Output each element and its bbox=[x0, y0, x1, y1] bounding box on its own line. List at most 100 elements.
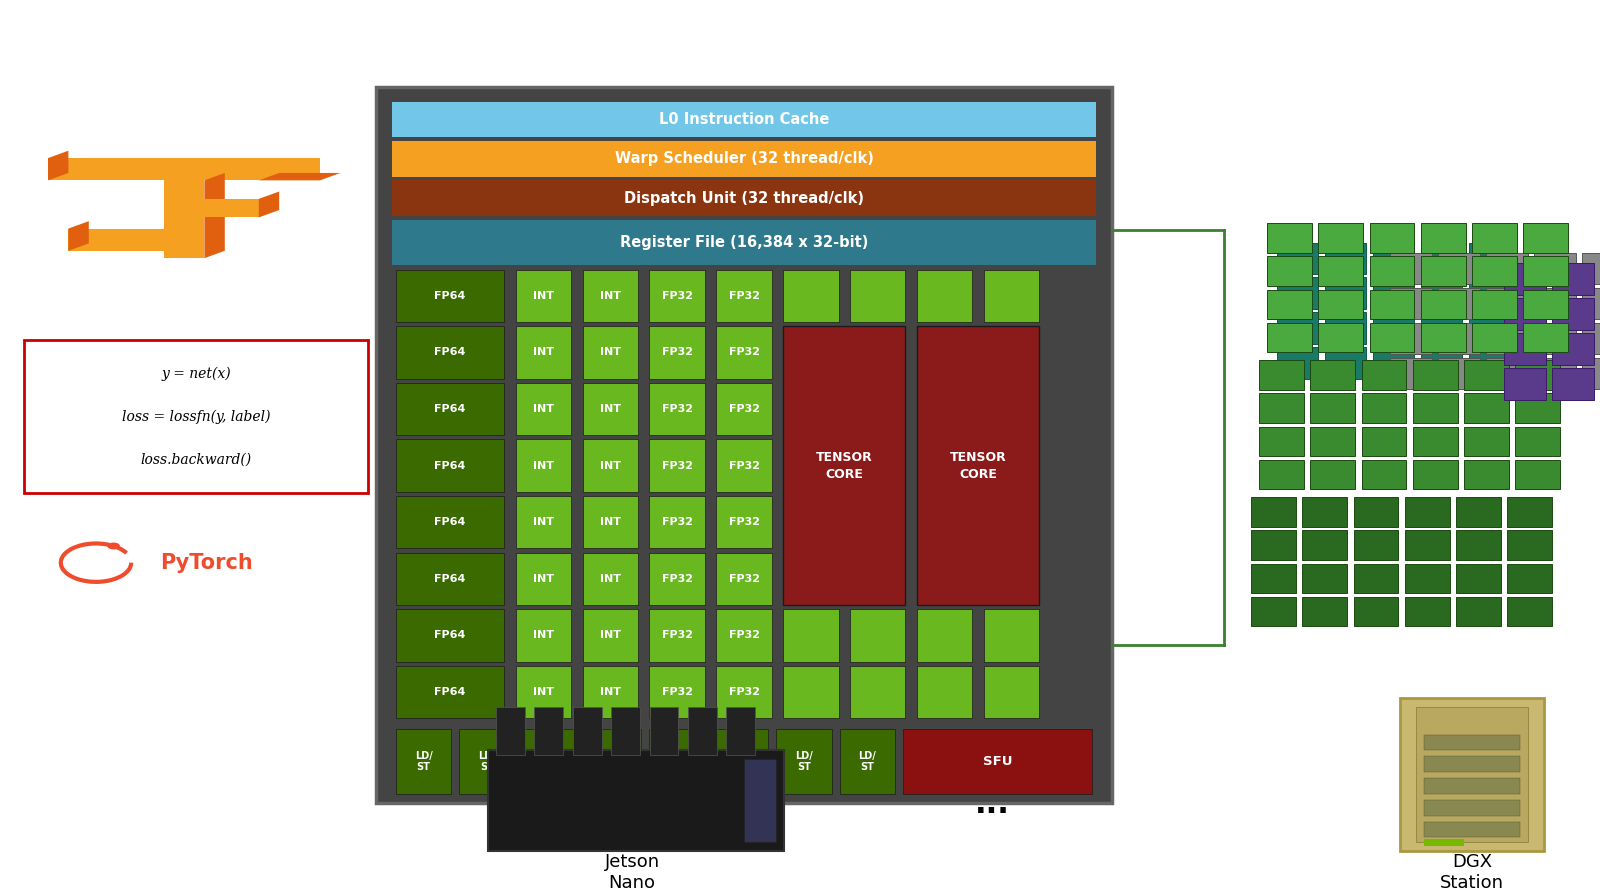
Bar bbox=[717, 609, 771, 661]
Bar bbox=[1390, 358, 1432, 389]
Bar bbox=[1504, 368, 1546, 400]
Text: LD/
ST: LD/ ST bbox=[541, 751, 560, 772]
Bar bbox=[1421, 256, 1466, 286]
Text: FP32: FP32 bbox=[662, 404, 693, 414]
Bar bbox=[582, 270, 638, 322]
Text: INT: INT bbox=[533, 687, 554, 697]
Bar bbox=[397, 666, 504, 718]
Bar bbox=[1354, 530, 1398, 560]
Bar bbox=[1302, 597, 1347, 626]
Bar bbox=[1515, 426, 1560, 456]
Bar bbox=[397, 553, 504, 605]
Text: FP32: FP32 bbox=[728, 404, 760, 414]
Bar bbox=[917, 326, 1040, 605]
Bar bbox=[1472, 289, 1517, 319]
Bar bbox=[650, 383, 704, 435]
Bar bbox=[1523, 289, 1568, 319]
Text: INT: INT bbox=[533, 461, 554, 470]
Bar bbox=[717, 383, 771, 435]
Bar bbox=[1507, 564, 1552, 593]
Bar bbox=[1523, 223, 1568, 253]
Bar bbox=[376, 87, 1112, 803]
Bar bbox=[1421, 289, 1466, 319]
Bar bbox=[1515, 360, 1560, 390]
Text: FP32: FP32 bbox=[662, 291, 693, 301]
Text: TENSOR
CORE: TENSOR CORE bbox=[816, 451, 872, 480]
FancyBboxPatch shape bbox=[24, 340, 368, 493]
Polygon shape bbox=[205, 173, 224, 258]
Text: FP32: FP32 bbox=[728, 517, 760, 527]
Bar bbox=[850, 326, 906, 378]
Bar bbox=[1373, 243, 1414, 274]
Bar bbox=[917, 496, 973, 548]
Bar bbox=[1438, 358, 1480, 389]
Text: loss.backward(): loss.backward() bbox=[141, 452, 251, 466]
Polygon shape bbox=[69, 228, 163, 251]
Bar bbox=[1390, 288, 1432, 319]
Bar bbox=[1534, 288, 1576, 319]
Text: FP32: FP32 bbox=[662, 687, 693, 697]
Bar bbox=[1469, 243, 1510, 274]
Bar bbox=[984, 270, 1040, 322]
Bar bbox=[840, 728, 894, 795]
Bar bbox=[984, 383, 1040, 435]
Bar bbox=[1405, 597, 1450, 626]
Text: FP32: FP32 bbox=[728, 461, 760, 470]
Bar bbox=[1504, 298, 1546, 330]
Text: FP64: FP64 bbox=[434, 573, 466, 584]
Bar bbox=[1354, 497, 1398, 527]
Bar bbox=[1507, 597, 1552, 626]
Text: LD/
ST: LD/ ST bbox=[795, 751, 813, 772]
Polygon shape bbox=[69, 221, 90, 251]
Bar bbox=[776, 728, 832, 795]
Bar bbox=[917, 270, 973, 322]
Bar bbox=[1552, 368, 1594, 400]
Text: Dispatch Unit (32 thread/clk): Dispatch Unit (32 thread/clk) bbox=[624, 191, 864, 205]
Bar bbox=[784, 553, 838, 605]
Bar bbox=[1277, 313, 1318, 344]
Bar bbox=[582, 666, 638, 718]
Bar bbox=[1421, 348, 1462, 379]
Bar bbox=[1582, 323, 1600, 354]
Bar bbox=[650, 666, 704, 718]
Bar bbox=[397, 609, 504, 661]
Bar bbox=[392, 141, 1096, 177]
Bar bbox=[1259, 360, 1304, 390]
Text: FP32: FP32 bbox=[728, 573, 760, 584]
Bar bbox=[392, 101, 1096, 137]
Bar bbox=[1390, 253, 1432, 284]
Bar bbox=[917, 440, 973, 492]
Bar bbox=[1405, 564, 1450, 593]
Bar bbox=[917, 553, 973, 605]
Bar bbox=[1259, 460, 1304, 489]
Text: INT: INT bbox=[533, 404, 554, 414]
Bar bbox=[1370, 289, 1414, 319]
Bar bbox=[1456, 597, 1501, 626]
Bar bbox=[984, 609, 1040, 661]
Text: y = net(x): y = net(x) bbox=[162, 366, 230, 381]
Text: LD/
ST: LD/ ST bbox=[858, 751, 877, 772]
Text: Warp Scheduler (32 thread/clk): Warp Scheduler (32 thread/clk) bbox=[614, 151, 874, 167]
Bar bbox=[1277, 278, 1318, 309]
Polygon shape bbox=[163, 180, 205, 258]
Bar bbox=[1362, 360, 1406, 390]
Bar bbox=[1552, 333, 1594, 365]
Bar bbox=[1318, 289, 1363, 319]
Bar bbox=[726, 707, 755, 754]
Bar bbox=[1456, 564, 1501, 593]
Bar bbox=[1259, 426, 1304, 456]
Bar bbox=[1267, 256, 1312, 286]
Bar bbox=[1421, 243, 1462, 274]
Bar bbox=[1424, 822, 1520, 838]
Bar bbox=[1267, 323, 1312, 352]
Bar bbox=[650, 707, 678, 754]
Bar bbox=[515, 666, 571, 718]
Text: FP64: FP64 bbox=[434, 517, 466, 527]
Bar bbox=[744, 759, 776, 842]
Bar bbox=[1405, 497, 1450, 527]
Bar bbox=[1486, 323, 1528, 354]
Bar bbox=[1486, 288, 1528, 319]
Bar bbox=[1486, 358, 1528, 389]
Bar bbox=[1464, 426, 1509, 456]
Bar bbox=[850, 666, 906, 718]
